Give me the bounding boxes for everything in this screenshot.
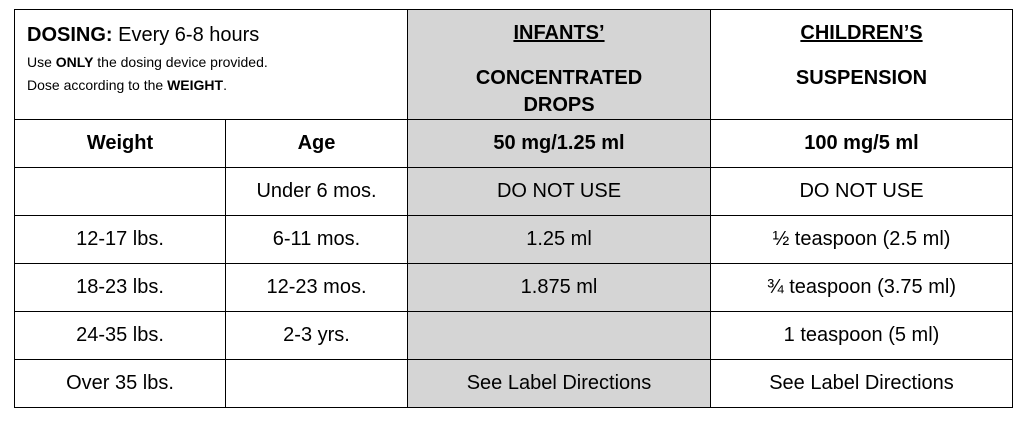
table-cell: Over 35 lbs. [14, 359, 226, 408]
table-cell: 12-23 mos. [225, 263, 408, 312]
column-title: INFANTS’ [513, 22, 605, 44]
text: Dose according to the [27, 77, 164, 93]
table-cell [225, 359, 408, 408]
column-name: CONCENTRATED DROPS [475, 67, 643, 116]
table-cell: 1 teaspoon (5 ml) [710, 311, 1013, 360]
table-cell [14, 167, 226, 216]
table-cell: 18-23 lbs. [14, 263, 226, 312]
column-header: Weight [14, 119, 226, 168]
dosing-label: DOSING: [27, 24, 113, 46]
table-row: 12-17 lbs. 6-11 mos. 1.25 ml ½ teaspoon (2.… [14, 215, 1013, 264]
dosing-header: DOSING: Every 6-8 hours Use ONLY the dos… [14, 9, 408, 120]
table-row: 18-23 lbs. 12-23 mos. 1.875 ml ¾ teaspoon (… [14, 263, 1013, 312]
column-title: CHILDREN’S [800, 22, 923, 44]
table-cell: DO NOT USE [710, 167, 1013, 216]
column-name: SUSPENSION [795, 67, 928, 89]
table-cell: 2-3 yrs. [225, 311, 408, 360]
table-body: Under 6 mos. DO NOT USE DO NOT USE 12-17 lb… [14, 167, 1013, 408]
text-bold: ONLY [55, 54, 94, 70]
table-cell: ½ teaspoon (2.5 ml) [710, 215, 1013, 264]
table-cell [407, 311, 711, 360]
infants-header: INFANTS’ CONCENTRATED DROPS [407, 9, 711, 120]
children-header: CHILDREN’S SUSPENSION [710, 9, 1013, 120]
table-cell: 6-11 mos. [225, 215, 408, 264]
table-cell: Under 6 mos. [225, 167, 408, 216]
table-cell: 12-17 lbs. [14, 215, 226, 264]
dosing-text: Every 6-8 hours [118, 24, 260, 46]
text: Use [27, 54, 52, 70]
table-cell: 1.875 ml [407, 263, 711, 312]
table-cell: See Label Directions [407, 359, 711, 408]
table-row: Over 35 lbs. See Label Directions See Labe… [14, 359, 1013, 408]
table-row: Under 6 mos. DO NOT USE DO NOT USE [14, 167, 1013, 216]
table-row: 24-35 lbs. 2-3 yrs. 1 teaspoon (5 ml) [14, 311, 1013, 360]
strength: 50 mg/1.25 ml [407, 119, 711, 168]
table-cell: 24-35 lbs. [14, 311, 226, 360]
table-cell: DO NOT USE [407, 167, 711, 216]
dosing-table: DOSING: Every 6-8 hours Use ONLY the dos… [14, 9, 1013, 408]
text: the dosing device provided. [97, 54, 268, 70]
table-cell: See Label Directions [710, 359, 1013, 408]
text: . [223, 77, 227, 93]
strength: 100 mg/5 ml [710, 119, 1013, 168]
table-cell: ¾ teaspoon (3.75 ml) [710, 263, 1013, 312]
table-cell: 1.25 ml [407, 215, 711, 264]
column-header: Age [225, 119, 408, 168]
text-bold: WEIGHT [167, 77, 224, 93]
